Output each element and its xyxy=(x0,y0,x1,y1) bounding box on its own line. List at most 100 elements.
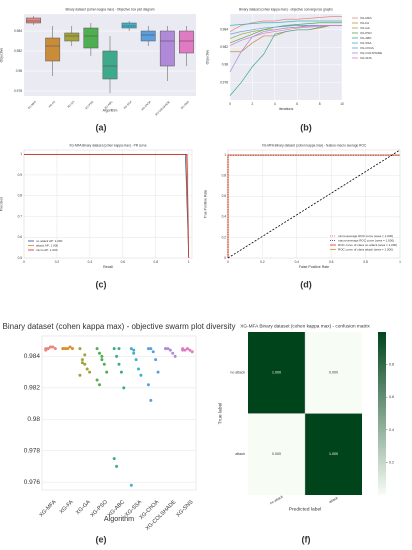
swarm-point xyxy=(164,347,168,351)
colorbar xyxy=(378,332,386,495)
swarm-point xyxy=(44,348,48,352)
legend-label: macro-average ROC curve (area = 1.000) xyxy=(338,238,394,242)
box xyxy=(121,22,137,29)
plot-area xyxy=(23,149,193,259)
x-axis-label: Algorithm xyxy=(103,108,118,112)
swarm-point xyxy=(70,347,74,351)
box xyxy=(26,17,41,24)
x-tick-label: XG-GA xyxy=(66,100,75,109)
y-tick-label: 0.8 xyxy=(18,194,23,198)
y-tick-label: 0.98 xyxy=(16,69,22,73)
series-line xyxy=(229,25,342,46)
x-tick-label: XG-FA xyxy=(59,499,75,515)
y-tick-label: 0.98 xyxy=(222,63,228,67)
legend-label: XG-GA xyxy=(360,26,371,30)
swarm-point xyxy=(105,370,109,374)
y-tick-label: 0.984 xyxy=(220,28,228,32)
y-tick-label: 0.978 xyxy=(24,447,41,454)
y-tick-label: 0.6 xyxy=(222,194,227,198)
swarm-point xyxy=(115,464,119,468)
swarm-point xyxy=(85,367,89,371)
x-tick-label: XG-MFA xyxy=(38,499,57,518)
swarm-point xyxy=(129,483,133,487)
series-line xyxy=(229,25,342,73)
swarm-point xyxy=(149,398,153,402)
swarm-point xyxy=(132,351,136,355)
swarm-point xyxy=(115,354,119,358)
panel-label: (b) xyxy=(300,122,312,132)
swarm-point xyxy=(95,378,99,382)
swarm-point xyxy=(51,345,55,349)
y-tick-label: 0.978 xyxy=(14,89,22,93)
y-tick-label: 1 xyxy=(20,152,22,156)
panel-label: (c) xyxy=(96,279,107,289)
legend-label: no attack AP: 1.000 xyxy=(36,239,63,243)
x-axis-label: Iterations xyxy=(279,107,294,111)
swarm-point xyxy=(100,358,104,362)
y-tick-label: 0.982 xyxy=(14,49,22,53)
x-tick-label: 4 xyxy=(274,102,276,106)
chance-line xyxy=(227,149,401,259)
y-axis-label: Precision xyxy=(0,197,4,212)
x-tick-label: 1 xyxy=(188,260,190,264)
swarm-point xyxy=(134,358,138,362)
x-tick-label: no attack xyxy=(269,494,284,505)
swarm-point xyxy=(68,345,72,349)
x-tick-label: 10 xyxy=(340,102,344,106)
x-tick-label: 0.6 xyxy=(329,260,334,264)
x-tick-label: 0.8 xyxy=(363,260,368,264)
x-tick-label: XG-FA xyxy=(48,100,57,109)
legend-label: micro AP: 1.000 xyxy=(36,248,58,252)
chart-title: Binary dataset (cohen kappa max) - objec… xyxy=(3,322,236,331)
cell-label: 1.000 xyxy=(329,452,338,456)
x-axis-label: False Positive Rate xyxy=(299,265,329,269)
swarm-point xyxy=(132,348,136,352)
swarm-point xyxy=(95,347,99,351)
x-axis-label: Recall xyxy=(103,265,113,269)
x-tick-label: 0 xyxy=(227,260,229,264)
x-tick-label: 2 xyxy=(252,102,254,106)
panel-label: (e) xyxy=(96,534,107,544)
x-tick-label: attack xyxy=(328,496,338,504)
y-tick-label: 0.982 xyxy=(220,45,228,49)
swarm-point xyxy=(112,347,116,351)
y-tick-label: 0.9 xyxy=(18,173,23,177)
swarm-point xyxy=(137,367,141,371)
y-tick-label: 0.98 xyxy=(27,416,40,423)
y-tick-label: no attack xyxy=(230,371,245,375)
x-axis-label: Algorithm xyxy=(104,515,134,523)
swarm-point xyxy=(46,347,50,351)
swarm-point xyxy=(112,457,116,461)
y-axis-label: Objective xyxy=(206,50,210,65)
y-tick-label: 0.978 xyxy=(220,80,228,84)
swarm-point xyxy=(83,353,87,357)
swarm-point xyxy=(151,350,155,354)
legend-label: XG-FA xyxy=(360,21,370,25)
x-tick-label: 0.4 xyxy=(88,260,93,264)
series-line xyxy=(229,22,342,44)
y-tick-label: 0.984 xyxy=(14,29,22,33)
y-tick-label: 0.4 xyxy=(222,215,227,219)
chart-title: Binary dataset (cohen kappa max) - objec… xyxy=(239,8,333,12)
swarm-point xyxy=(117,347,121,351)
box xyxy=(179,30,194,54)
panel-label: (a) xyxy=(96,122,107,132)
swarm-point xyxy=(171,351,175,355)
y-tick-label: 0.7 xyxy=(18,214,23,218)
cell xyxy=(248,413,305,495)
x-tick-label: XG-COLSHADE xyxy=(154,100,171,117)
swarm-point xyxy=(166,347,170,351)
swarm-point xyxy=(188,348,192,352)
y-tick-label: 0.2 xyxy=(222,235,227,239)
swarm-point xyxy=(149,347,153,351)
x-tick-label: XG-MFA xyxy=(27,100,37,110)
colorbar-label: 0.8 xyxy=(389,363,394,367)
cell xyxy=(248,332,305,414)
x-tick-label: XG-COLSHADE xyxy=(145,499,178,532)
legend-label: attack AP: 1.000 xyxy=(36,243,58,247)
colorbar-label: 0.6 xyxy=(389,395,394,399)
x-tick-label: 8 xyxy=(319,102,321,106)
y-tick-label: 0 xyxy=(224,256,226,260)
series-line xyxy=(24,154,190,259)
